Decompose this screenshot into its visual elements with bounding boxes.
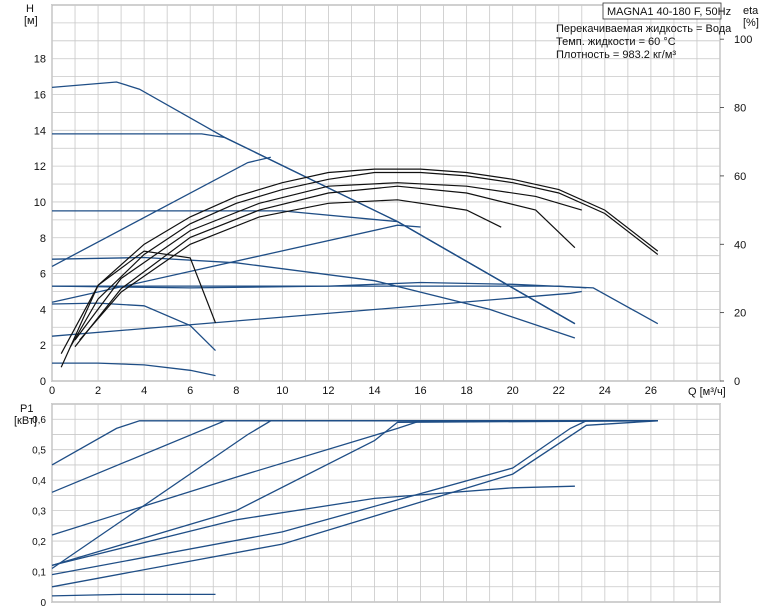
head-curve (51, 302, 216, 352)
head-curve (51, 156, 271, 267)
head-curve (52, 133, 576, 325)
x-tick-label: 22 (553, 385, 565, 397)
y2-axis-label-eta: eta (743, 5, 759, 17)
y-tick-label: 0,1 (32, 568, 46, 579)
x-tick-label: 8 (233, 385, 239, 397)
x-tick-label: 12 (322, 385, 334, 397)
head-curve (52, 362, 216, 377)
x-tick-label: 0 (49, 385, 55, 397)
y-tick-label: 0,6 (32, 415, 46, 426)
x-tick-label: 20 (507, 385, 519, 397)
power-curves (51, 420, 658, 597)
efficiency-curve (74, 182, 582, 341)
y2-tick-label: 40 (734, 239, 746, 251)
efficiency-curve (74, 185, 576, 348)
power-curve (51, 420, 658, 493)
head-curve (52, 210, 576, 325)
power-curve (51, 420, 658, 466)
x-tick-label: 14 (368, 385, 380, 397)
power-curve (51, 593, 216, 597)
efficiency-curve (60, 250, 217, 368)
head-curves (51, 81, 659, 377)
y-tick-label: 6 (40, 269, 46, 281)
y-tick-label: 18 (34, 54, 46, 66)
y-tick-label: 16 (34, 90, 46, 102)
y-tick-label: 0,2 (32, 537, 46, 548)
head-curve (51, 290, 582, 337)
y-tick-label: 14 (34, 125, 46, 137)
info-line-fluid: Перекачиваемая жидкость = Вода (556, 23, 732, 35)
power-grid: 0 0,1 0,2 0,3 0,4 0,5 0,6 (32, 403, 721, 609)
efficiency-curves (60, 168, 659, 368)
power-curve (51, 420, 658, 536)
head-plot-area (51, 4, 721, 382)
x-tick-label: 6 (187, 385, 193, 397)
x-tick-label: 2 (95, 385, 101, 397)
info-line-density: Плотность = 983.2 кг/м³ (556, 49, 676, 61)
y2-tick-label: 20 (734, 308, 746, 320)
head-curve (51, 224, 421, 303)
y-axis-label-head: H (26, 3, 34, 15)
chart-title-box (602, 2, 722, 20)
y-tick-label: 10 (34, 197, 46, 209)
power-curve (51, 420, 658, 588)
power-curve (51, 420, 658, 567)
power-curve (51, 420, 658, 576)
y-tick-label: 8 (40, 233, 46, 245)
head-grid: 0 2 4 6 8 10 12 14 16 18 20 22 24 2602468101214161802… (34, 4, 752, 397)
y-tick-label: 0 (40, 598, 46, 609)
y-axis-unit-power: [кВт] (14, 415, 37, 427)
efficiency-curve (69, 171, 659, 348)
x-tick-label: 16 (414, 385, 426, 397)
x-tick-label: 26 (645, 385, 657, 397)
efficiency-curve (60, 168, 659, 354)
chart-title: MAGNA1 40-180 F, 50Hz (607, 6, 731, 18)
efficiency-curve (79, 199, 502, 341)
info-line-temperature: Темп. жидкости = 60 °C (556, 36, 676, 48)
x-tick-label: 10 (276, 385, 288, 397)
y2-tick-label: 100 (734, 34, 752, 46)
y-tick-label: 0 (40, 376, 46, 388)
head-curve (51, 256, 576, 339)
y-axis-label-power: P1 (20, 403, 33, 415)
y-tick-label: 0,4 (32, 476, 46, 487)
y-tick-label: 12 (34, 161, 46, 173)
y-tick-label: 0,5 (32, 446, 46, 457)
y2-axis-unit-eta: [%] (743, 17, 759, 29)
x-tick-label: 18 (460, 385, 472, 397)
x-axis-label: Q [м³/ч] (688, 386, 726, 398)
head-curve (51, 281, 659, 325)
y-tick-label: 4 (40, 304, 46, 316)
y2-tick-label: 0 (734, 376, 740, 388)
y-tick-label: 2 (40, 340, 46, 352)
power-curve (51, 420, 658, 570)
y-tick-label: 0,3 (32, 507, 46, 518)
y2-tick-label: 60 (734, 171, 746, 183)
y2-tick-label: 80 (734, 103, 746, 115)
y-axis-unit-head: [м] (24, 15, 38, 27)
x-tick-label: 24 (599, 385, 611, 397)
power-curve (51, 485, 575, 567)
x-tick-label: 4 (141, 385, 147, 397)
